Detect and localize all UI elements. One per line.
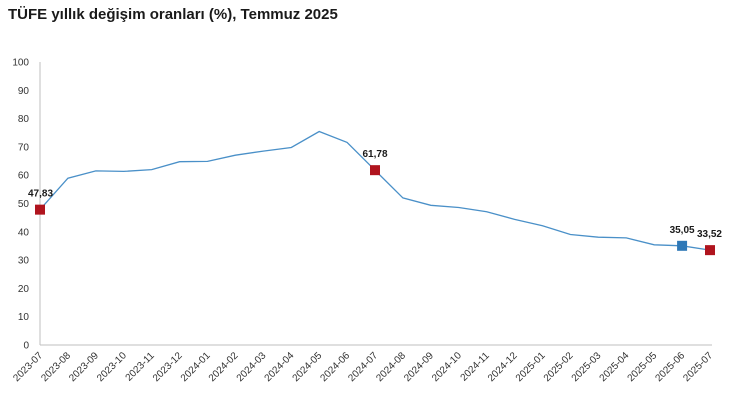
x-tick-label: 2024-08 [374,350,408,384]
y-tick-label: 20 [18,284,30,295]
y-tick-label: 100 [12,58,29,69]
x-tick-labels: 2023-072023-082023-092023-102023-112023-… [11,350,715,384]
x-tick-label: 2025-05 [626,350,660,384]
x-tick-label: 2025-06 [653,350,687,384]
highlight-marker [35,204,45,215]
y-tick-label: 30 [18,256,30,267]
y-tick-labels: 0 10 20 30 40 50 60 70 80 90 100 [12,58,29,352]
y-tick-label: 60 [18,171,30,182]
highlight-markers: 47,83 61,78 35,05 33,52 [28,149,722,256]
x-tick-label: 2025-02 [542,350,576,384]
data-label: 61,78 [362,149,387,160]
x-tick-label: 2024-07 [346,350,380,384]
highlight-marker [370,165,380,176]
x-tick-label: 2023-08 [39,350,73,384]
y-tick-label: 40 [18,227,30,238]
highlight-marker [677,240,688,251]
x-tick-label: 2024-10 [430,350,464,384]
x-tick-label: 2023-09 [67,350,101,384]
chart-title: TÜFE yıllık değişim oranları (%), Temmuz… [8,6,338,23]
highlight-marker [705,245,715,256]
data-label: 33,52 [697,229,722,240]
x-tick-label: 2025-03 [570,350,604,384]
x-tick-label: 2024-12 [486,350,520,384]
x-tick-label: 2024-05 [291,350,325,384]
data-label: 47,83 [28,189,53,200]
y-tick-label: 90 [18,86,30,97]
x-tick-label: 2024-06 [318,350,352,384]
x-tick-label: 2025-04 [598,350,632,384]
y-tick-label: 50 [18,199,30,210]
x-tick-label: 2025-07 [681,350,715,384]
x-tick-label: 2024-01 [179,350,213,384]
x-tick-label: 2024-02 [207,350,241,384]
x-tick-label: 2024-04 [263,350,297,384]
x-tick-label: 2023-12 [151,350,185,384]
y-tick-label: 80 [18,114,30,125]
x-tick-label: 2024-09 [402,350,436,384]
y-tick-label: 70 [18,142,30,153]
data-label: 35,05 [670,225,695,236]
x-tick-label: 2024-03 [235,350,269,384]
y-tick-label: 10 [18,312,30,323]
x-tick-label: 2025-01 [514,350,548,384]
y-tick-label: 0 [23,341,29,352]
x-tick-label: 2023-10 [95,350,129,384]
x-tick-label: 2023-07 [11,350,45,384]
